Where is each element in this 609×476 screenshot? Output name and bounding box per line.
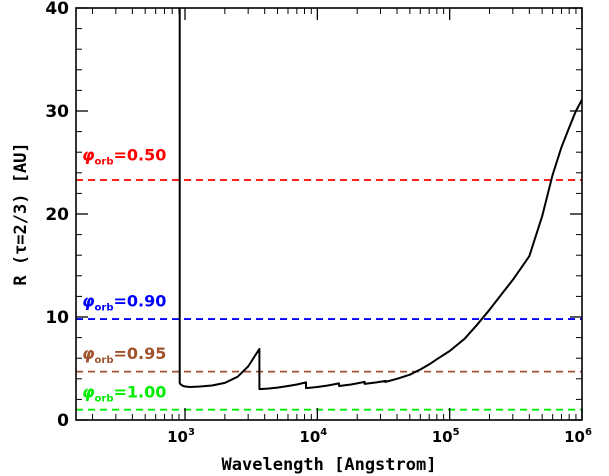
x-tick-label: 105: [432, 427, 460, 446]
x-tick-label: 104: [299, 427, 327, 446]
plot-frame: [75, 7, 583, 421]
reference-line-label: φorb=0.90: [82, 292, 166, 314]
y-tick-label: 20: [45, 205, 69, 225]
axes: 103 104 105 106 0 10 20 30 40: [45, 0, 592, 446]
x-axis-label: Wavelength [Angstrom]: [222, 455, 437, 475]
data-series: [178, 8, 583, 391]
y-tick-label: 40: [45, 0, 69, 19]
reference-line-label: φorb=0.50: [82, 145, 166, 167]
reference-line-label: φorb=1.00: [82, 382, 166, 404]
series-line: [178, 8, 583, 391]
y-tick-label: 0: [57, 411, 69, 431]
reference-line-label: φorb=0.95: [82, 344, 166, 366]
x-tick-label: 106: [564, 427, 592, 446]
reference-lines: φorb=0.50 φorb=0.90 φorb=0.95 φorb=1.00: [76, 145, 582, 411]
y-tick-label: 10: [45, 308, 69, 328]
x-tick-label: 103: [167, 427, 195, 446]
y-axis-label: R (τ=2/3) [AU]: [11, 142, 31, 285]
y-tick-label: 30: [45, 102, 69, 122]
